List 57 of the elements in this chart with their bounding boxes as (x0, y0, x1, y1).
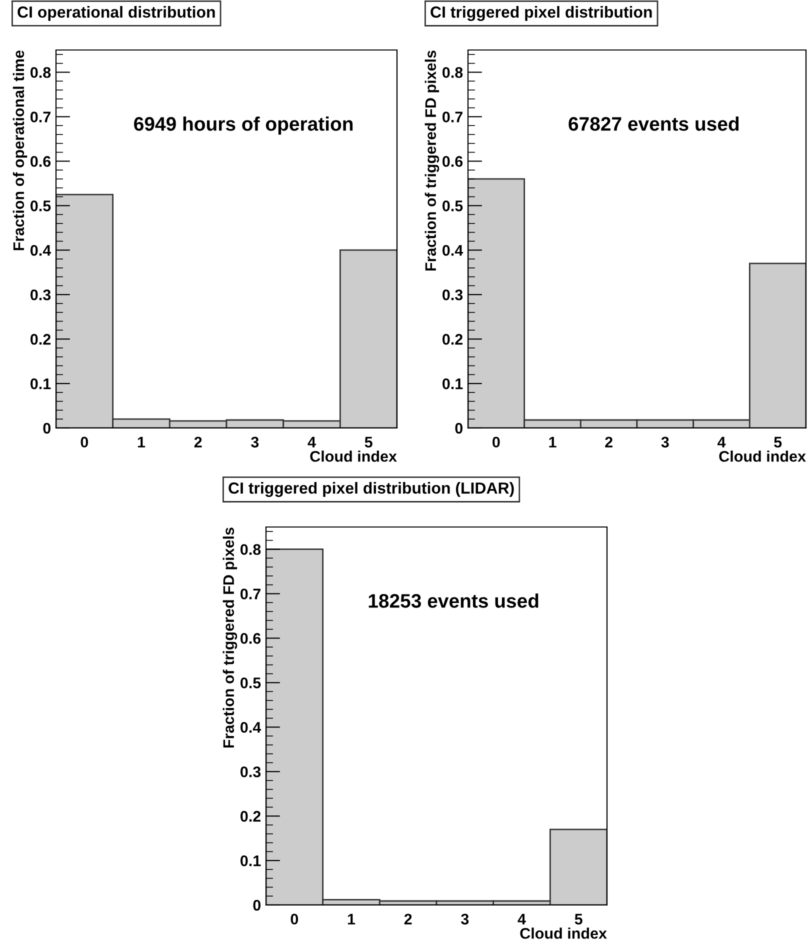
x-tick-label: 2 (194, 436, 202, 448)
chart-title: CI operational distribution (18, 6, 215, 21)
y-tick-label: 0 (455, 422, 463, 434)
x-axis-title: Cloud index (310, 450, 397, 462)
y-tick-label: 0.4 (442, 244, 464, 256)
chart-title: CI triggered pixel distribution (430, 6, 652, 21)
x-tick-label: 4 (518, 914, 526, 924)
y-tick-label: 0 (43, 422, 51, 434)
y-tick-label: 0.8 (442, 67, 463, 78)
y-tick-label: 0.2 (240, 810, 261, 822)
y-tick-label: 0.1 (442, 378, 463, 390)
y-tick-label: 0.5 (30, 200, 51, 212)
y-tick-label: 0.4 (240, 722, 262, 733)
y-axis-title: Fraction of operational time (12, 50, 28, 250)
x-tick-label: 2 (404, 914, 412, 924)
y-tick-label: 0.3 (30, 289, 51, 300)
y-axis-title: Fraction of triggered FD pixels (424, 50, 440, 271)
x-tick-label: 0 (80, 436, 88, 448)
y-tick-label: 0.1 (240, 855, 261, 866)
y-tick-label: 0.2 (442, 334, 463, 345)
x-tick-label: 0 (290, 914, 298, 925)
annotation: 6949 hours of operation (134, 116, 353, 135)
y-tick-label: 0.1 (30, 378, 51, 390)
x-tick-label: 3 (661, 436, 669, 448)
y-tick-label: 0.5 (240, 678, 261, 688)
x-tick-label: 2 (605, 436, 612, 448)
y-tick-label: 0 (253, 900, 261, 911)
x-tick-label: 4 (308, 436, 316, 448)
x-tick-label: 1 (348, 914, 356, 924)
y-tick-label: 0.7 (240, 588, 260, 600)
y-tick-label: 0.4 (30, 244, 52, 256)
x-tick-label: 3 (461, 914, 469, 925)
x-axis-title: Cloud index (520, 928, 607, 939)
x-tick-label: 4 (717, 436, 726, 448)
x-tick-label: 5 (364, 436, 372, 448)
x-axis-title: Cloud index (719, 450, 806, 462)
annotation: 18253 events used (368, 594, 538, 608)
y-tick-label: 0.3 (442, 289, 463, 300)
y-tick-label: 0.7 (442, 112, 462, 122)
y-tick-label: 0.7 (30, 112, 50, 122)
y-tick-label: 0.5 (442, 200, 463, 212)
x-tick-label: 3 (251, 436, 259, 448)
y-axis-title: Fraction of triggered FD pixels (222, 528, 238, 748)
y-tick-label: 0.6 (240, 633, 261, 644)
chart-title: CI triggered pixel distribution (LIDAR) (228, 482, 514, 497)
y-tick-label: 0.2 (30, 334, 51, 345)
x-tick-label: 1 (138, 436, 146, 448)
y-tick-label: 0.3 (240, 766, 261, 778)
y-tick-label: 0.8 (240, 544, 261, 555)
y-tick-label: 0.6 (442, 156, 463, 167)
y-tick-label: 0.8 (30, 67, 51, 78)
x-tick-label: 0 (492, 436, 500, 448)
y-tick-label: 0.6 (30, 156, 51, 167)
x-tick-label: 5 (774, 436, 782, 448)
x-tick-label: 5 (574, 914, 582, 925)
x-tick-label: 1 (549, 436, 556, 448)
annotation: 67827 events used (568, 116, 739, 131)
